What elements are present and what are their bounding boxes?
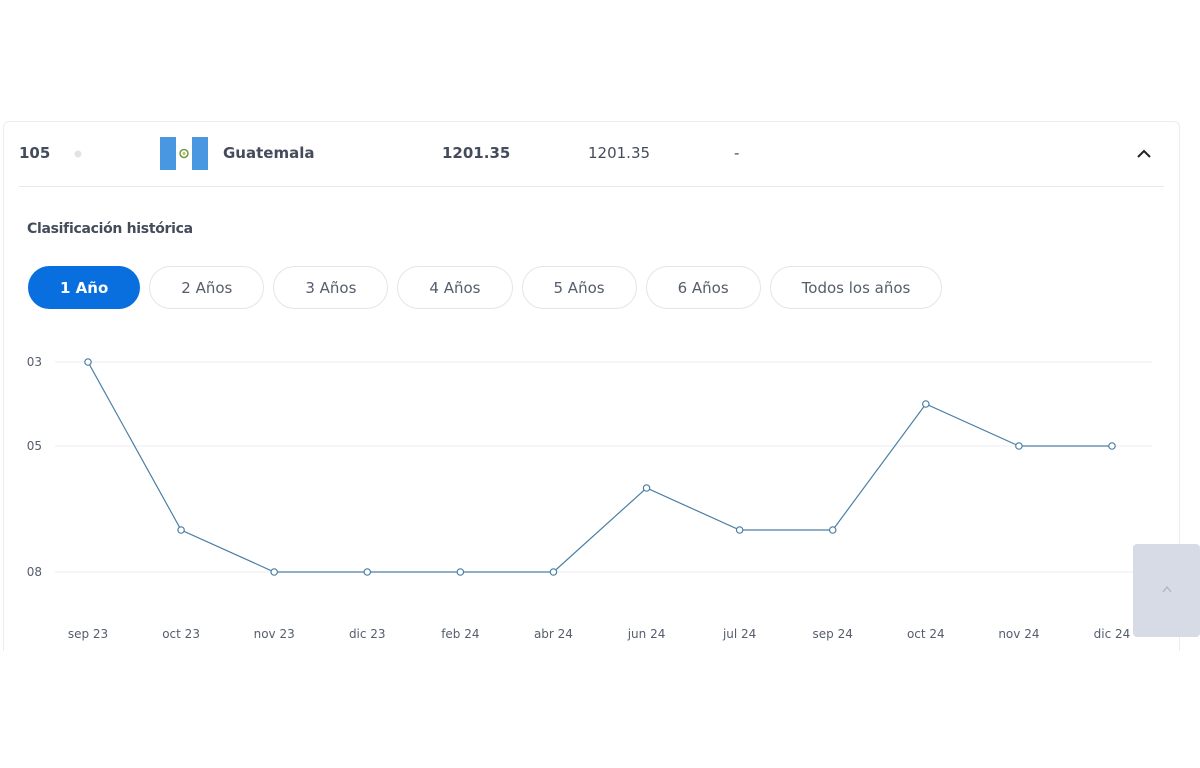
- x-tick-label: nov 23: [254, 627, 295, 641]
- point: [1108, 442, 1116, 450]
- range-button[interactable]: 3 Años: [273, 266, 389, 309]
- section-title: Clasificación histórica: [27, 221, 193, 237]
- x-tick-label: oct 24: [907, 627, 945, 641]
- country: Guatemala: [223, 144, 315, 162]
- x-tick-label: oct 23: [162, 627, 200, 641]
- range-button[interactable]: 1 Año: [28, 266, 141, 309]
- range-button[interactable]: 2 Años: [149, 266, 265, 309]
- y-tick-label: 03: [27, 355, 42, 369]
- x-tick-label: jul 24: [722, 627, 756, 641]
- point: [828, 526, 837, 534]
- x-tick-label: sep 24: [813, 627, 853, 641]
- collapse-chevron[interactable]: [1136, 149, 1152, 159]
- range-button[interactable]: 5 Años: [521, 266, 637, 309]
- chart: 03 05 08 sep 23 oct 23 nov 23 dic 23 feb 24 abr …: [27, 355, 1152, 641]
- range-button[interactable]: 6 Años: [645, 266, 761, 309]
- x-tick-label: sep 23: [68, 627, 108, 641]
- range-button[interactable]: 4 Años: [397, 266, 513, 309]
- point: [363, 568, 372, 576]
- point: [922, 400, 930, 408]
- point: [177, 526, 185, 534]
- ranking-card: 105 Guatemala 1201.35 1201.35 - Clasific…: [3, 121, 1180, 651]
- previous-points: 1201.35: [588, 144, 651, 162]
- point: [549, 568, 558, 576]
- y-tick-label: 08: [27, 565, 42, 579]
- y-tick-label: 05: [27, 439, 42, 453]
- point: [1015, 442, 1023, 450]
- point: [456, 568, 465, 576]
- range-button[interactable]: Todos los años: [769, 266, 943, 309]
- point: [642, 484, 651, 492]
- ranking-row[interactable]: 105 Guatemala 1201.35 1201.35 -: [19, 122, 1164, 187]
- change: -: [734, 144, 740, 162]
- x-tick-label: abr 24: [534, 627, 573, 641]
- rank: 105: [19, 144, 51, 162]
- x-tick-label: feb 24: [441, 627, 479, 641]
- x-tick-label: jun 24: [627, 627, 666, 641]
- x-tick-label: dic 23: [349, 627, 386, 641]
- status-dot: [74, 150, 82, 158]
- point: [270, 568, 278, 576]
- x-tick-label: dic 24: [1094, 627, 1131, 641]
- range-buttons: 1 Año 2 Años 3 Años 4 Años 5 Años 6 Años Todos…: [28, 266, 943, 309]
- point: [84, 358, 92, 366]
- scroll-top-button[interactable]: [1133, 544, 1200, 637]
- point: [735, 526, 744, 534]
- points: 1201.35: [442, 144, 511, 162]
- x-tick-label: nov 24: [998, 627, 1039, 641]
- flag: [160, 137, 208, 170]
- line: [87, 361, 1112, 573]
